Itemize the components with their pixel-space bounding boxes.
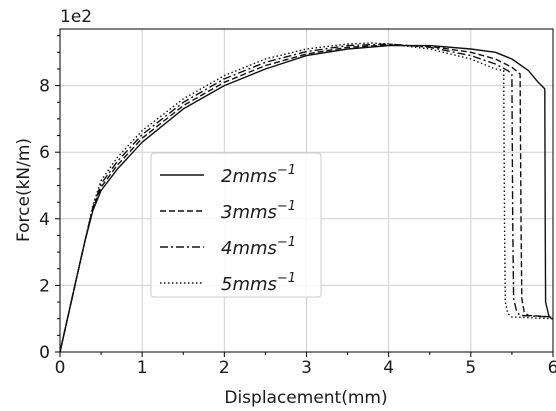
x-tick-label: 0 [55, 358, 66, 378]
legend-box [150, 152, 322, 298]
legend-label: 4mms−1 [221, 235, 296, 259]
y-axis-title: Force(kN/m) [14, 138, 34, 242]
y-tick-label: 2 [39, 276, 50, 296]
x-tick-label: 2 [219, 358, 230, 378]
x-tick-label: 5 [465, 358, 476, 378]
axis-ticks: 0 1 2 3 4 5 6 0 2 4 6 8 [39, 35, 556, 378]
y-tick-label: 8 [39, 77, 50, 97]
y-tick-label: 4 [39, 210, 50, 230]
series-line-4mms [59, 43, 554, 353]
x-tick-label: 6 [548, 358, 556, 378]
x-axis-title: Displacement(mm) [224, 388, 387, 408]
x-tick-label: 3 [301, 358, 312, 378]
y-tick-label: 0 [39, 343, 50, 363]
series-lines [59, 42, 554, 353]
x-tick-label: 4 [383, 358, 394, 378]
x-tick-label: 1 [137, 358, 148, 378]
y-offset-label: 1e2 [60, 7, 92, 27]
y-tick-label: 6 [39, 143, 50, 163]
